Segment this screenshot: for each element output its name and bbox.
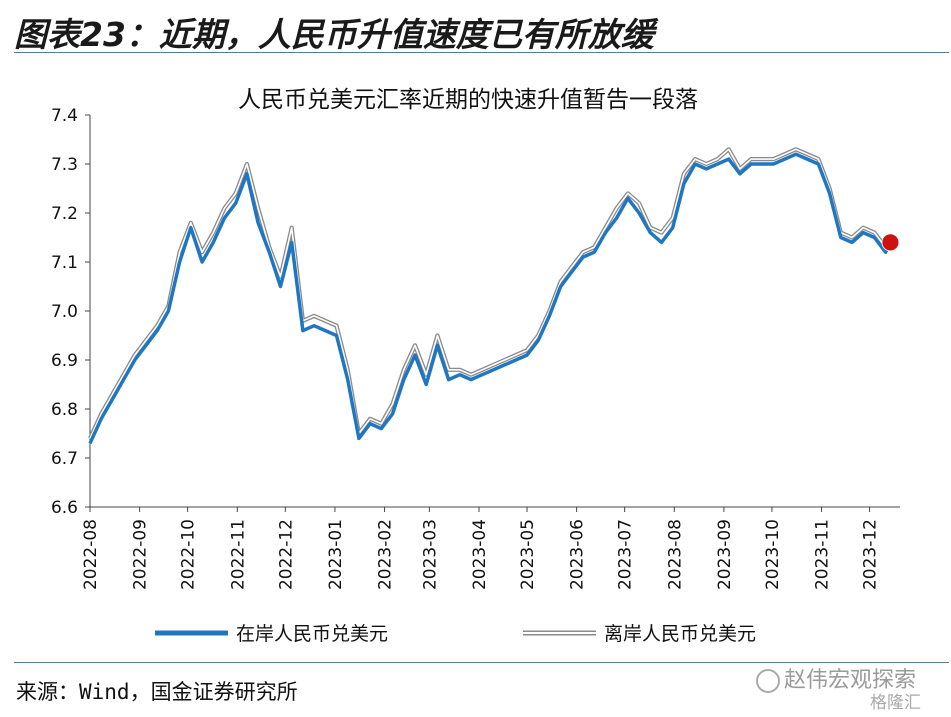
x-tick-label: 2023-05 bbox=[518, 519, 538, 590]
x-tick-label: 2022-08 bbox=[81, 519, 101, 590]
chart-title: 人民币兑美元汇率近期的快速升值暂告一段落 bbox=[238, 87, 698, 113]
x-tick-label: 2023-03 bbox=[420, 519, 440, 590]
figure-title: 图表23：近期，人民币升值速度已有所放缓 bbox=[14, 15, 654, 54]
source-rule bbox=[14, 662, 949, 663]
y-tick-label: 7.2 bbox=[51, 204, 78, 224]
x-tick-label: 2022-10 bbox=[179, 519, 199, 590]
x-tick-label: 2023-01 bbox=[326, 519, 346, 590]
x-tick-label: 2023-08 bbox=[665, 519, 685, 590]
x-tick-label: 2023-07 bbox=[616, 519, 636, 590]
offshore-line-outline bbox=[88, 147, 893, 440]
y-tick-label: 6.6 bbox=[51, 498, 78, 518]
x-tick-label: 2022-09 bbox=[131, 519, 151, 590]
legend-onshore-label: 在岸人民币兑美元 bbox=[236, 623, 388, 645]
y-tick-label: 7.3 bbox=[51, 155, 78, 175]
y-tick-label: 6.7 bbox=[51, 449, 78, 469]
x-tick-label: 2023-11 bbox=[813, 519, 833, 590]
x-axis: 2022-08 2022-09 2022-10 2022-11 2022-12 2023-… bbox=[81, 506, 900, 590]
x-tick-label: 2023-10 bbox=[763, 519, 783, 590]
latest-point-marker bbox=[881, 233, 900, 252]
x-tick-label: 2022-12 bbox=[276, 519, 296, 590]
y-tick-label: 6.8 bbox=[51, 400, 78, 420]
x-tick-label: 2023-09 bbox=[715, 519, 735, 590]
exchange-rate-chart: 人民币兑美元汇率近期的快速升值暂告一段落 6.6 6.7 6.8 6.9 7.0 7.1 7… bbox=[51, 87, 900, 645]
x-tick-label: 2023-06 bbox=[568, 519, 588, 590]
watermark-sub: 格隆汇 bbox=[870, 693, 921, 713]
watermark: 赵伟宏观探索 bbox=[756, 662, 916, 694]
onshore-line bbox=[88, 152, 892, 445]
x-tick-label: 2023-04 bbox=[470, 519, 490, 590]
y-tick-label: 7.4 bbox=[51, 106, 78, 126]
source-note: 来源：Wind，国金证券研究所 bbox=[16, 680, 298, 704]
legend-offshore-label: 离岸人民币兑美元 bbox=[604, 623, 756, 645]
x-tick-label: 2023-02 bbox=[376, 519, 396, 590]
watermark-label: 赵伟宏观探索 bbox=[784, 668, 917, 693]
y-tick-label: 6.9 bbox=[51, 351, 78, 371]
y-tick-label: 7.0 bbox=[51, 302, 78, 322]
legend: 在岸人民币兑美元 离岸人民币兑美元 bbox=[155, 623, 756, 645]
title-rule bbox=[14, 52, 949, 53]
offshore-series bbox=[88, 147, 893, 440]
x-tick-label: 2022-11 bbox=[228, 519, 248, 590]
wechat-icon bbox=[756, 669, 780, 693]
offshore-line-core bbox=[89, 148, 892, 439]
y-axis: 6.6 6.7 6.8 6.9 7.0 7.1 7.2 7.3 7.4 bbox=[51, 106, 91, 518]
x-tick-label: 2023-12 bbox=[861, 519, 881, 590]
series-layer bbox=[88, 147, 900, 445]
y-tick-label: 7.1 bbox=[51, 253, 78, 273]
